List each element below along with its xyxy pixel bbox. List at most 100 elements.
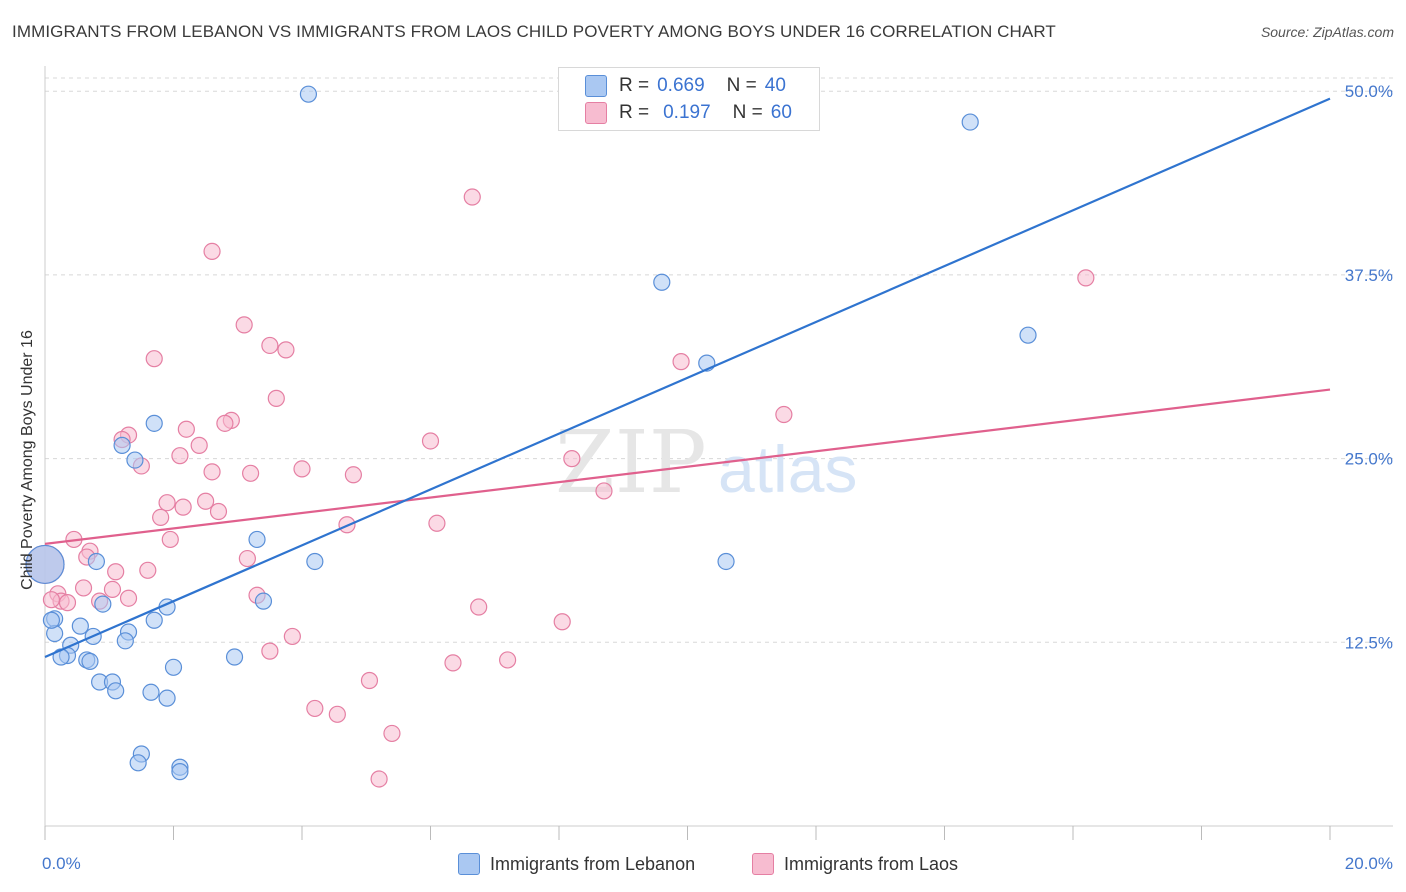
x-tick-label: 20.0%	[1345, 854, 1393, 873]
laos-point	[595, 482, 613, 500]
zipatlas-watermark: ZIP atlas	[555, 413, 857, 513]
laos-point	[152, 508, 170, 526]
laos-point	[235, 316, 253, 334]
lebanon-point	[306, 552, 324, 571]
legend-r-label: R =	[619, 75, 650, 96]
laos-point	[171, 447, 189, 465]
lebanon-point	[653, 273, 671, 291]
lebanon-point	[961, 113, 979, 131]
laos-point	[161, 530, 179, 549]
legend-r-value: 0.197	[663, 102, 711, 123]
laos-point	[344, 466, 362, 484]
legend-row-laos: R = 0.197 N = 60	[585, 101, 792, 125]
y-tick-label: 25.0%	[1345, 450, 1393, 469]
y-tick-label: 37.5%	[1345, 266, 1393, 285]
laos-point	[277, 341, 295, 359]
lebanon-point	[42, 611, 61, 629]
laos-point	[775, 405, 793, 424]
laos-point	[242, 464, 260, 482]
laos-point	[261, 642, 279, 660]
lebanon-points	[25, 85, 1037, 781]
laos-point	[203, 463, 221, 481]
legend-row-lebanon: R = 0.669 N = 40	[585, 74, 786, 98]
trendline-laos	[44, 388, 1331, 545]
lebanon-point	[116, 632, 134, 650]
laos-point	[177, 420, 195, 438]
y-axis-label: Child Poverty Among Boys Under 16	[19, 330, 36, 590]
lebanon-point	[81, 652, 99, 671]
laos-point	[328, 705, 346, 723]
lebanon-point	[225, 648, 244, 666]
y-tick-label: 50.0%	[1345, 82, 1393, 101]
lebanon-point	[158, 689, 176, 707]
lebanon-point	[142, 683, 160, 701]
laos-points	[25, 188, 1095, 788]
trend-lines	[44, 97, 1331, 659]
legend-swatch-lebanon	[585, 75, 607, 97]
laos-point	[209, 502, 228, 521]
stats-legend: R = 0.669 N = 40 R = 0.197 N = 60	[558, 67, 820, 131]
lebanon-point	[248, 530, 266, 549]
lebanon-point	[94, 595, 112, 613]
legend-n-value: 40	[764, 75, 786, 96]
laos-point	[190, 436, 208, 454]
laos-point	[42, 591, 61, 609]
laos-point	[444, 654, 462, 672]
lebanon-point	[107, 682, 125, 700]
lebanon-point	[717, 552, 735, 571]
legend-label-lebanon: Immigrants from Lebanon	[490, 853, 696, 874]
lebanon-point	[87, 552, 106, 571]
laos-point	[238, 549, 256, 568]
laos-point	[174, 498, 192, 516]
bottom-legend-lebanon: Immigrants from Lebanon	[458, 852, 695, 876]
laos-point	[672, 353, 690, 371]
lebanon-point	[129, 754, 147, 772]
laos-point	[463, 188, 481, 206]
laos-point	[283, 627, 301, 646]
laos-point	[119, 589, 138, 607]
laos-point	[216, 414, 234, 432]
lebanon-point	[71, 617, 89, 635]
x-tick-label: 0.0%	[42, 854, 81, 873]
lebanon-point	[126, 451, 144, 469]
laos-point	[58, 594, 77, 612]
lebanon-point	[171, 763, 189, 781]
source-credit: Source: ZipAtlas.com	[1260, 24, 1394, 40]
laos-point	[553, 613, 571, 631]
lebanon-point	[25, 544, 65, 585]
legend-r-value: 0.669	[657, 75, 705, 96]
chart-title: IMMIGRANTS FROM LEBANON VS IMMIGRANTS FR…	[12, 22, 1056, 41]
lebanon-point	[145, 414, 163, 432]
laos-point	[139, 561, 157, 579]
laos-point	[145, 350, 163, 368]
laos-point	[261, 336, 279, 355]
laos-point	[267, 389, 285, 407]
lebanon-point	[299, 85, 318, 103]
legend-label-laos: Immigrants from Laos	[784, 853, 959, 874]
tick-labels: 12.5% 25.0% 37.5% 50.0% 0.0% 20.0%	[42, 82, 1393, 873]
laos-point	[360, 671, 379, 690]
lebanon-point	[1019, 326, 1037, 344]
laos-point	[563, 450, 581, 468]
lebanon-point	[145, 611, 163, 629]
swatch-laos	[752, 853, 774, 875]
swatch-lebanon	[458, 853, 480, 875]
lebanon-point	[113, 436, 131, 454]
legend-n-value: 60	[770, 102, 792, 123]
bottom-legend-laos: Immigrants from Laos	[752, 852, 958, 876]
laos-point	[370, 770, 388, 788]
legend-r-label: R =	[619, 102, 650, 123]
legend-swatch-laos	[585, 102, 607, 124]
laos-point	[383, 724, 401, 743]
y-tick-label: 12.5%	[1345, 633, 1393, 652]
laos-point	[203, 242, 221, 261]
legend-n-label: N =	[726, 75, 757, 96]
laos-point	[293, 460, 311, 478]
lebanon-point	[164, 658, 183, 676]
watermark-zip: ZIP	[555, 413, 707, 513]
laos-point	[1077, 269, 1095, 287]
legend-n-label: N =	[732, 102, 763, 123]
laos-point	[74, 579, 93, 597]
lebanon-point	[254, 592, 273, 610]
